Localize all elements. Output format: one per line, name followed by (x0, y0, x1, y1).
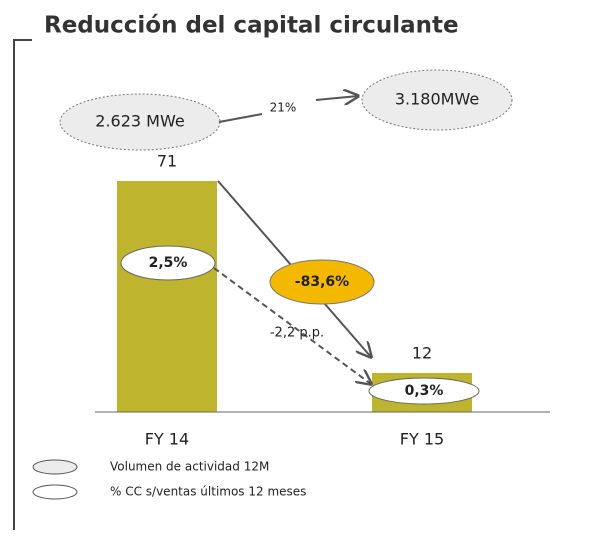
legend-label: % CC s/ventas últimos 12 meses (110, 485, 306, 499)
ratio-ellipse (120, 245, 216, 281)
growth-line (218, 113, 263, 123)
chart-title: Reducción del capital circulante (44, 13, 459, 39)
ratio-change-label: -2,2 p.p. (270, 326, 324, 341)
data-label: 71 (157, 152, 177, 171)
reduction-label: -83,6% (295, 274, 349, 290)
growth-arrow (315, 96, 358, 100)
reduction-ellipse (269, 259, 375, 305)
legend-label: Volumen de actividad 12M (110, 460, 269, 474)
ratio-label: 2,5% (149, 255, 188, 271)
legend-symbol (32, 484, 78, 500)
volume-ellipse (361, 69, 513, 131)
x-tick-label: FY 15 (400, 430, 444, 449)
ratio-ellipse (368, 377, 480, 405)
ratio-arrow (213, 267, 371, 384)
ratio-label: 0,3% (405, 383, 444, 399)
bar (117, 181, 217, 412)
volume-label: 2.623 MWe (95, 112, 184, 131)
volume-label: 3.180MWe (395, 90, 479, 109)
data-label: 12 (412, 343, 432, 362)
x-tick-label: FY 14 (145, 430, 189, 449)
bracket (13, 39, 32, 530)
legend-symbol (32, 459, 78, 475)
growth-label: 21% (270, 101, 297, 115)
